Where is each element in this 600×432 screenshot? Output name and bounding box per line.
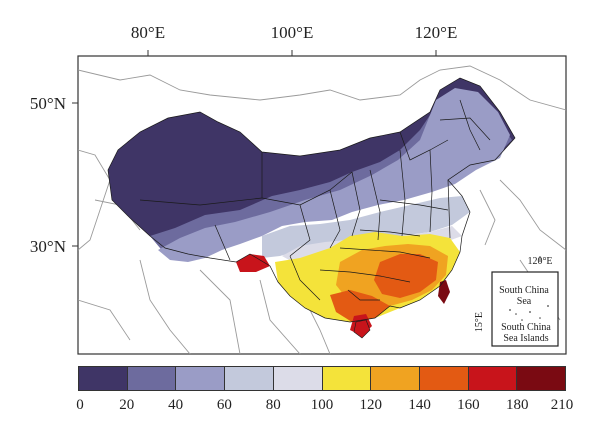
legend-tick-label: 100 — [310, 397, 334, 413]
inset-islands-label-line1: South China — [501, 322, 551, 333]
frame-ticks — [72, 50, 437, 247]
lon-label-100e: 100°E — [271, 23, 314, 42]
legend-swatch — [517, 367, 566, 390]
legend-tick-label: 140 — [408, 397, 431, 413]
hainan-island — [353, 319, 371, 339]
zone-20-40 — [150, 95, 512, 254]
legend-tick-label: 160 — [457, 397, 480, 413]
legend-swatch — [322, 367, 372, 390]
lat-label-50n: 50°N — [30, 94, 66, 113]
zone-140-160 — [374, 254, 438, 298]
legend-swatch — [371, 367, 420, 390]
legend-tick-label: 80 — [265, 397, 281, 413]
legend-tick-labels: 0 20 40 60 80 100 120 140 160 180 210 — [0, 397, 600, 417]
zone-0-20 — [108, 78, 515, 248]
legend-colorbar — [78, 366, 566, 391]
legend-swatch — [176, 367, 226, 390]
neighbor-borders — [78, 65, 566, 354]
lat-label-30n: 30°N — [30, 237, 66, 256]
inset-sea-label-line1: South China — [499, 285, 549, 296]
inset-lat-label: 15°E — [474, 312, 485, 332]
zone-180-210-taiwan — [438, 280, 450, 304]
inset-island-dots — [509, 305, 549, 321]
zone-140-160-coast — [330, 290, 390, 322]
inset-islands-label-line2: Sea Islands — [503, 333, 548, 344]
south-china-sea-inset: 120°E 15°E South China Sea South China S… — [474, 256, 559, 347]
zone-60-80 — [262, 196, 470, 258]
lon-label-80e: 80°E — [131, 23, 165, 42]
legend-tick-label: 180 — [505, 397, 529, 413]
legend-swatch — [79, 367, 128, 390]
lon-label-120e: 120°E — [415, 23, 458, 42]
legend-tick-label: 210 — [550, 397, 574, 413]
legend-swatch — [127, 367, 177, 390]
legend-tick-label: 40 — [168, 397, 184, 413]
legend-swatch — [225, 367, 274, 390]
legend-tick-label: 120 — [359, 397, 383, 413]
zone-40-60 — [158, 88, 510, 262]
legend-swatch — [419, 367, 469, 390]
legend-tick-label: 0 — [76, 397, 84, 413]
zone-160-180-tibet — [236, 254, 270, 272]
map-figure: 80°E 100°E 120°E 50°N 30°N — [30, 23, 567, 355]
legend-tick-label: 60 — [216, 397, 232, 413]
legend-swatch — [273, 367, 323, 390]
legend-swatch — [468, 367, 518, 390]
legend-tick-label: 20 — [119, 397, 135, 413]
inset-sea-label-line2: Sea — [517, 296, 532, 307]
province-borders — [107, 77, 516, 323]
